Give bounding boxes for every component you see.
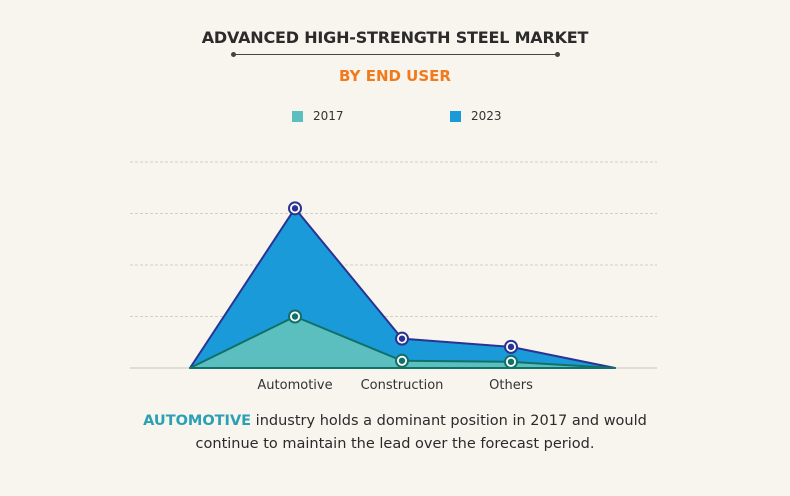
marker-dot <box>398 335 406 342</box>
legend-label-2017: 2017 <box>313 109 344 123</box>
marker-2017-others <box>504 354 518 369</box>
legend-item-2017: 2017 <box>292 109 344 123</box>
marker-dot <box>507 343 515 351</box>
marker-2017-automotive <box>288 309 302 324</box>
caption-highlight: AUTOMOTIVE <box>143 413 252 429</box>
legend: 2017 2023 <box>0 109 790 127</box>
caption-line1: industry holds a dominant position in 20… <box>251 413 647 429</box>
data-markers <box>288 201 518 369</box>
x-tick-label-others: Others <box>489 378 533 393</box>
area-series-2017 <box>189 315 616 369</box>
chart-subtitle: BY END USER <box>339 67 451 85</box>
marker-2023-others <box>504 339 518 354</box>
caption: AUTOMOTIVE industry holds a dominant pos… <box>0 410 790 456</box>
marker-dot <box>291 205 299 212</box>
marker-dot <box>507 358 515 366</box>
marker-dot <box>398 357 406 364</box>
legend-label-2023: 2023 <box>471 109 502 123</box>
x-tick-label-automotive: Automotive <box>257 378 332 393</box>
x-tick-label-construction: Construction <box>361 378 444 393</box>
marker-2023-automotive <box>288 201 302 216</box>
title-divider <box>231 52 560 57</box>
marker-dot <box>291 313 299 320</box>
legend-swatch-2023 <box>450 110 461 122</box>
marker-2017-construction <box>395 353 409 368</box>
marker-2023-construction <box>395 331 409 346</box>
caption-line2: continue to maintain the lead over the f… <box>195 436 595 452</box>
x-tick-labels: Automotive Construction Others <box>257 378 533 393</box>
chart-title: ADVANCED HIGH-STRENGTH STEEL MARKET <box>201 28 589 47</box>
series-areas <box>189 207 616 369</box>
legend-swatch-2017 <box>292 110 303 122</box>
legend-item-2023: 2023 <box>450 109 502 123</box>
